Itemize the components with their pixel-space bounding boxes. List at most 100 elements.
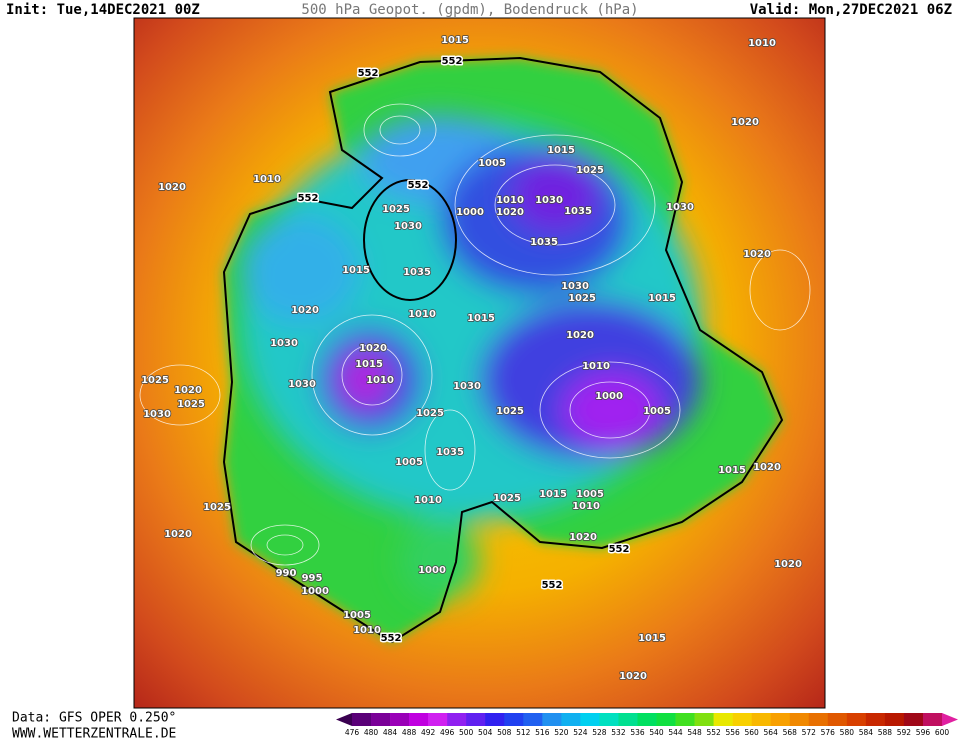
- pressure-label: 1030: [143, 409, 171, 420]
- colorbar-segment: [485, 713, 505, 726]
- pressure-label: 1020: [158, 182, 186, 193]
- colorbar-segment: [846, 713, 867, 726]
- colorbar-label: 524: [573, 728, 588, 737]
- colorbar-label: 596: [916, 728, 931, 737]
- contour-552: [222, 56, 784, 644]
- pressure-label: 1030: [394, 221, 422, 232]
- pressure-label: 1025: [203, 502, 231, 513]
- colorbar-label: 488: [402, 728, 417, 737]
- colorbar-label: 560: [745, 728, 760, 737]
- pressure-label: 1025: [496, 406, 524, 417]
- colorbar-label: 544: [668, 728, 683, 737]
- pressure-label: 1010: [748, 38, 776, 49]
- colorbar-arrow: [942, 713, 958, 726]
- height-field-purple: [510, 157, 600, 233]
- isobar: [266, 534, 304, 556]
- colorbar-label: 576: [821, 728, 836, 737]
- colorbar-label: 532: [611, 728, 626, 737]
- colorbar-label: 600: [935, 728, 950, 737]
- colorbar-segment: [694, 713, 714, 726]
- pressure-label: 1025: [416, 408, 444, 419]
- pressure-label: 1025: [382, 204, 410, 215]
- map: 1015 101055255210201005101510251020101055…: [134, 18, 825, 708]
- pressure-label: 1020: [774, 559, 802, 570]
- pressure-label: 1015: [539, 489, 567, 500]
- colorbar-label: 580: [840, 728, 855, 737]
- colorbar-segment: [789, 713, 810, 726]
- colorbar-label: 480: [364, 728, 379, 737]
- height-label: 552: [408, 180, 429, 191]
- pressure-label: 1030: [453, 381, 481, 392]
- map-frame: [133, 17, 826, 709]
- isobar: [311, 314, 433, 436]
- pressure-label: 1015: [638, 633, 666, 644]
- pressure-label: 1000: [301, 586, 329, 597]
- pressure-label: 1005: [395, 457, 423, 468]
- pressure-label: 1005: [343, 610, 371, 621]
- colorbar-segment: [884, 713, 905, 726]
- isobar: [139, 364, 221, 426]
- colorbar-label: 588: [878, 728, 893, 737]
- colorbar-label: 512: [516, 728, 531, 737]
- pressure-label: 1030: [288, 379, 316, 390]
- pressure-label: 1020: [743, 249, 771, 260]
- colorbar-label: 584: [859, 728, 874, 737]
- isobar: [363, 103, 437, 157]
- pressure-label: 1030: [535, 195, 563, 206]
- pressure-label: 1025: [568, 293, 596, 304]
- pressure-label: 990: [276, 568, 297, 579]
- pressure-label: 1010: [366, 375, 394, 386]
- isobar: [341, 344, 403, 406]
- colorbar-segment: [865, 713, 886, 726]
- colorbar: 476 480 484 488 492 496 500 504 508 512 516 520 524 5…: [336, 713, 958, 737]
- colorbar-label: 492: [421, 728, 436, 737]
- colorbar-label: 556: [725, 728, 740, 737]
- colorbar-segment: [447, 713, 467, 726]
- pressure-label: 1015: [467, 313, 495, 324]
- colorbar-label: 476: [345, 728, 360, 737]
- pressure-label: 1020: [496, 207, 524, 218]
- colorbar-segment: [827, 713, 848, 726]
- pressure-label: 1020: [569, 532, 597, 543]
- isobar: [749, 249, 811, 331]
- contour-labels: 1015 101055255210201005101510251020101055…: [140, 34, 802, 683]
- pressure-label: 1020: [174, 385, 202, 396]
- pressure-label: 1035: [436, 447, 464, 458]
- isobars: [139, 103, 811, 566]
- pressure-label: 1025: [576, 165, 604, 176]
- colorbar-label: 552: [706, 728, 721, 737]
- colorbar-segment: [599, 713, 619, 726]
- colorbar-segment: [903, 713, 924, 726]
- colorbar-segment: [656, 713, 676, 726]
- map-title: 500 hPa Geopot. (gpdm), Bodendruck (hPa): [301, 2, 638, 18]
- colorbar-label: 520: [554, 728, 569, 737]
- colorbar-label: 516: [535, 728, 550, 737]
- colorbar-segment: [561, 713, 581, 726]
- colorbar-segment: [542, 713, 562, 726]
- pressure-label: 1015: [355, 359, 383, 370]
- pressure-label: 1010: [496, 195, 524, 206]
- init-time: Init: Tue,14DEC2021 00Z: [6, 2, 200, 18]
- pressure-label: 1010: [572, 501, 600, 512]
- colorbar-label: 484: [383, 728, 398, 737]
- low-height-field: [240, 115, 700, 600]
- colorbar-segment: [523, 713, 543, 726]
- pressure-label: 1015: [718, 465, 746, 476]
- colorbar-label: 572: [802, 728, 817, 737]
- isobar: [250, 524, 320, 566]
- pressure-label: 1020: [731, 117, 759, 128]
- isobar: [424, 409, 476, 491]
- pressure-label: 1020: [619, 671, 647, 682]
- colorbar-segment: [466, 713, 486, 726]
- colorbar-segment: [751, 713, 772, 726]
- colorbar-segment: [371, 713, 391, 726]
- colorbar-label: 568: [783, 728, 798, 737]
- pressure-label: 1000: [456, 207, 484, 218]
- pressure-label: 1035: [564, 206, 592, 217]
- height-label: 552: [298, 193, 319, 204]
- colorbar-label: 504: [478, 728, 493, 737]
- isobar: [379, 115, 421, 145]
- colorbar-segment: [409, 713, 429, 726]
- colorbar-label: 548: [687, 728, 702, 737]
- pressure-label: 1005: [478, 158, 506, 169]
